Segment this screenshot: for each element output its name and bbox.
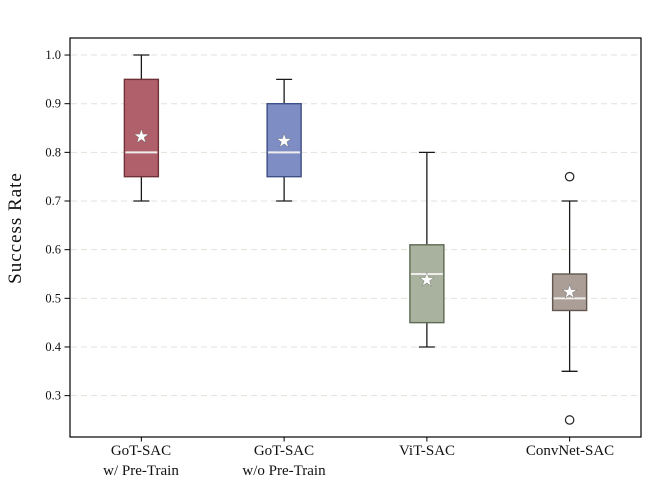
mean-marker: ★ (134, 127, 149, 146)
category-label-convnet-sac: ConvNet-SAC (525, 443, 615, 459)
mean-marker: ★ (562, 283, 577, 302)
y-tick-label: 0.4 (45, 340, 61, 354)
box-1 (266, 102, 302, 178)
box-3 (551, 273, 588, 312)
category-label-got-sac-w-pretrain: GoT-SAC w/ Pre-Train (103, 443, 179, 479)
plot-border (69, 37, 642, 438)
outlier-point (564, 415, 575, 425)
mean-marker: ★ (419, 270, 434, 289)
mean-marker: ★ (277, 132, 292, 151)
category-label-vit-sac: ViT-SAC (398, 443, 456, 459)
outlier-point (564, 171, 575, 182)
y-tick-label: 0.5 (45, 291, 61, 305)
y-tick-label: 0.3 (45, 389, 61, 403)
y-tick-label: 0.8 (45, 145, 61, 159)
y-tick-label: 0.6 (45, 243, 61, 257)
box-2 (409, 244, 445, 324)
y-tick-label: 0.7 (45, 194, 61, 208)
y-axis-title: Success Rate (5, 172, 26, 284)
category-label-got-sac-wo-pretrain: GoT-SAC w/o Pre-Train (242, 443, 326, 479)
y-tick-label: 0.9 (45, 97, 61, 111)
y-tick-label: 1.0 (45, 48, 61, 62)
box-0 (123, 78, 160, 178)
